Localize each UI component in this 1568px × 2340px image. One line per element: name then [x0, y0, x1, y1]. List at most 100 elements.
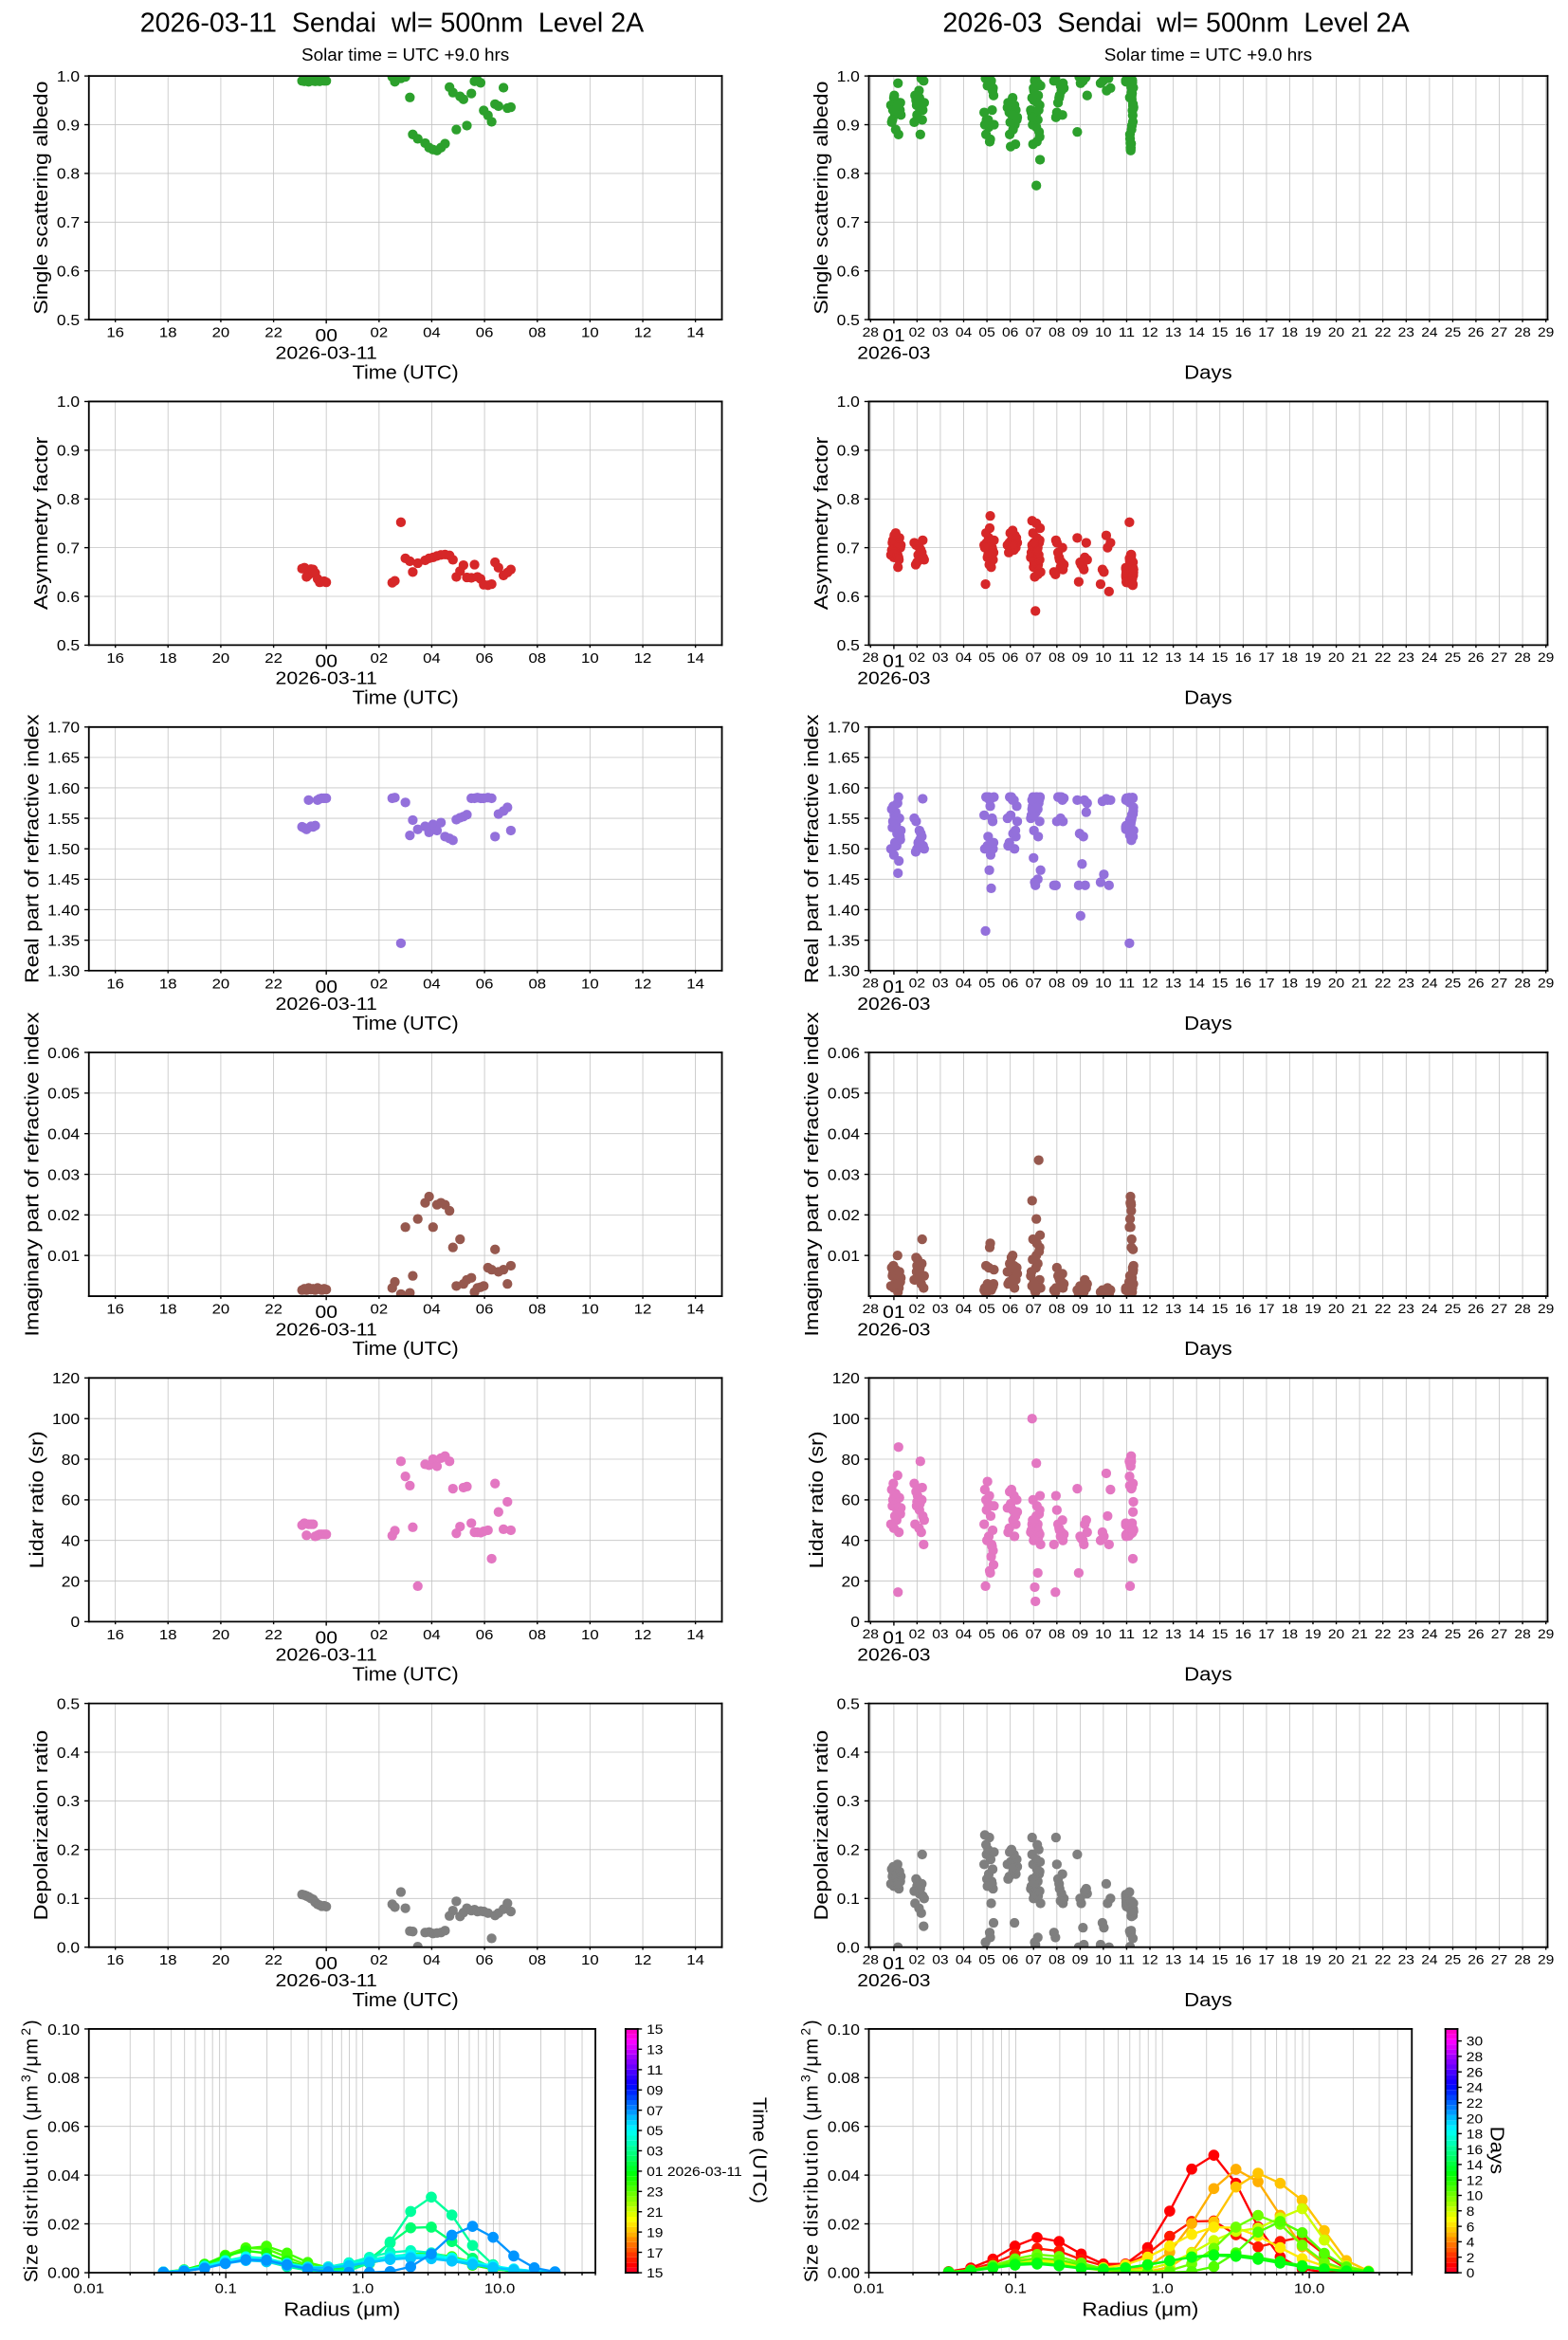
- svg-text:24: 24: [1421, 1627, 1438, 1641]
- svg-text:03: 03: [932, 325, 948, 339]
- svg-text:18: 18: [159, 651, 177, 667]
- svg-text:06: 06: [476, 1628, 494, 1643]
- svg-text:16: 16: [106, 1303, 124, 1318]
- svg-text:1.65: 1.65: [828, 751, 860, 767]
- svg-text:1.50: 1.50: [828, 842, 860, 858]
- svg-text:Time (UTC): Time (UTC): [353, 1664, 459, 1685]
- svg-text:40: 40: [841, 1534, 859, 1550]
- svg-text:Time (UTC): Time (UTC): [353, 1339, 459, 1360]
- svg-text:24: 24: [1421, 1952, 1438, 1966]
- svg-text:01: 01: [883, 325, 904, 345]
- svg-text:15: 15: [1212, 650, 1228, 665]
- svg-text:0.4: 0.4: [837, 1746, 861, 1762]
- svg-text:05: 05: [978, 1302, 994, 1316]
- svg-text:Days: Days: [1184, 362, 1232, 383]
- svg-text:04: 04: [956, 650, 973, 665]
- svg-text:25: 25: [1445, 1952, 1461, 1966]
- svg-text:0.08: 0.08: [828, 2071, 860, 2087]
- svg-text:20: 20: [62, 1574, 80, 1590]
- svg-text:2026-03 Sendai wl= 500nm Le: 2026-03 Sendai wl= 500nm Level 2A: [942, 8, 1410, 38]
- svg-text:14: 14: [686, 326, 704, 341]
- svg-text:21: 21: [647, 2205, 663, 2220]
- svg-text:0.02: 0.02: [47, 2217, 80, 2233]
- svg-text:100: 100: [52, 1412, 80, 1428]
- svg-text:10: 10: [581, 1303, 599, 1318]
- svg-text:22: 22: [264, 1303, 283, 1318]
- svg-text:0.7: 0.7: [837, 540, 860, 557]
- svg-text:Time (UTC): Time (UTC): [353, 687, 459, 708]
- svg-text:17: 17: [1258, 1952, 1274, 1966]
- svg-text:1.70: 1.70: [47, 720, 80, 736]
- svg-text:08: 08: [1048, 650, 1065, 665]
- svg-text:28: 28: [863, 1627, 879, 1641]
- svg-text:12: 12: [1467, 2173, 1483, 2187]
- svg-text:15: 15: [647, 2266, 663, 2280]
- svg-text:09: 09: [1072, 650, 1088, 665]
- svg-text:16: 16: [106, 651, 124, 667]
- svg-text:20: 20: [1328, 650, 1345, 665]
- svg-text:18: 18: [159, 1628, 177, 1643]
- svg-text:06: 06: [1002, 650, 1018, 665]
- svg-text:10.0: 10.0: [484, 2282, 515, 2297]
- svg-text:Imaginary part of refractive i: Imaginary part of refractive index: [802, 1013, 823, 1337]
- svg-text:22: 22: [1375, 1627, 1391, 1641]
- svg-text:0.04: 0.04: [47, 2168, 81, 2185]
- svg-text:20: 20: [1467, 2111, 1484, 2126]
- svg-text:0.4: 0.4: [57, 1746, 81, 1762]
- svg-text:Solar time = UTC +9.0 hrs: Solar time = UTC +9.0 hrs: [1104, 46, 1312, 65]
- svg-text:20: 20: [1328, 1627, 1345, 1641]
- svg-text:04: 04: [956, 1302, 973, 1316]
- svg-text:06: 06: [476, 1303, 494, 1318]
- svg-text:2026-03-11: 2026-03-11: [276, 1319, 377, 1339]
- svg-text:24: 24: [1421, 325, 1438, 339]
- svg-text:2026-03-11: 2026-03-11: [276, 1645, 377, 1665]
- svg-text:23: 23: [1398, 650, 1414, 665]
- svg-text:08: 08: [1048, 1952, 1065, 1966]
- svg-text:20: 20: [212, 1628, 230, 1643]
- svg-text:23: 23: [1398, 1952, 1414, 1966]
- svg-text:1.30: 1.30: [47, 964, 80, 980]
- svg-text:25: 25: [1445, 325, 1461, 339]
- svg-text:26: 26: [1467, 2065, 1483, 2079]
- svg-text:06: 06: [1002, 977, 1018, 991]
- svg-text:21: 21: [1351, 650, 1367, 665]
- svg-text:26: 26: [1468, 977, 1484, 991]
- svg-text:28: 28: [1514, 1302, 1530, 1316]
- svg-text:26: 26: [1468, 650, 1484, 665]
- svg-text:Radius (μm): Radius (μm): [1082, 2300, 1198, 2321]
- svg-text:09: 09: [1072, 1627, 1088, 1641]
- svg-text:0.7: 0.7: [837, 215, 860, 231]
- svg-text:8: 8: [1467, 2204, 1475, 2219]
- svg-text:04: 04: [423, 326, 441, 341]
- svg-text:0.1: 0.1: [1005, 2282, 1027, 2297]
- svg-text:0.02: 0.02: [828, 1208, 860, 1224]
- svg-text:0.8: 0.8: [57, 492, 80, 508]
- svg-text:1.55: 1.55: [828, 812, 860, 828]
- svg-text:12: 12: [1141, 977, 1158, 991]
- svg-text:01 2026-03-11: 01 2026-03-11: [647, 2165, 742, 2179]
- svg-text:06: 06: [1002, 1302, 1018, 1316]
- svg-text:01: 01: [883, 977, 904, 996]
- svg-text:27: 27: [1491, 1952, 1507, 1966]
- svg-text:40: 40: [62, 1534, 80, 1550]
- svg-text:2: 2: [1467, 2251, 1475, 2265]
- svg-text:0.9: 0.9: [837, 118, 860, 134]
- svg-text:16: 16: [1467, 2143, 1483, 2157]
- svg-text:0: 0: [850, 1615, 860, 1631]
- svg-text:1.0: 1.0: [837, 69, 860, 85]
- svg-text:18: 18: [159, 1303, 177, 1318]
- svg-text:15: 15: [1212, 325, 1228, 339]
- svg-text:Solar time = UTC +9.0 hrs: Solar time = UTC +9.0 hrs: [301, 46, 509, 65]
- svg-text:20: 20: [1328, 977, 1345, 991]
- svg-text:28: 28: [1514, 650, 1530, 665]
- svg-text:19: 19: [1304, 977, 1321, 991]
- svg-text:01: 01: [883, 1953, 904, 1973]
- svg-text:29: 29: [1538, 1627, 1554, 1641]
- svg-text:10: 10: [581, 651, 599, 667]
- svg-text:0.01: 0.01: [47, 1249, 80, 1265]
- svg-text:02: 02: [909, 977, 925, 991]
- svg-text:04: 04: [423, 651, 441, 667]
- svg-text:1.35: 1.35: [828, 933, 860, 949]
- svg-text:09: 09: [1072, 1952, 1088, 1966]
- svg-text:Days: Days: [1184, 1339, 1232, 1360]
